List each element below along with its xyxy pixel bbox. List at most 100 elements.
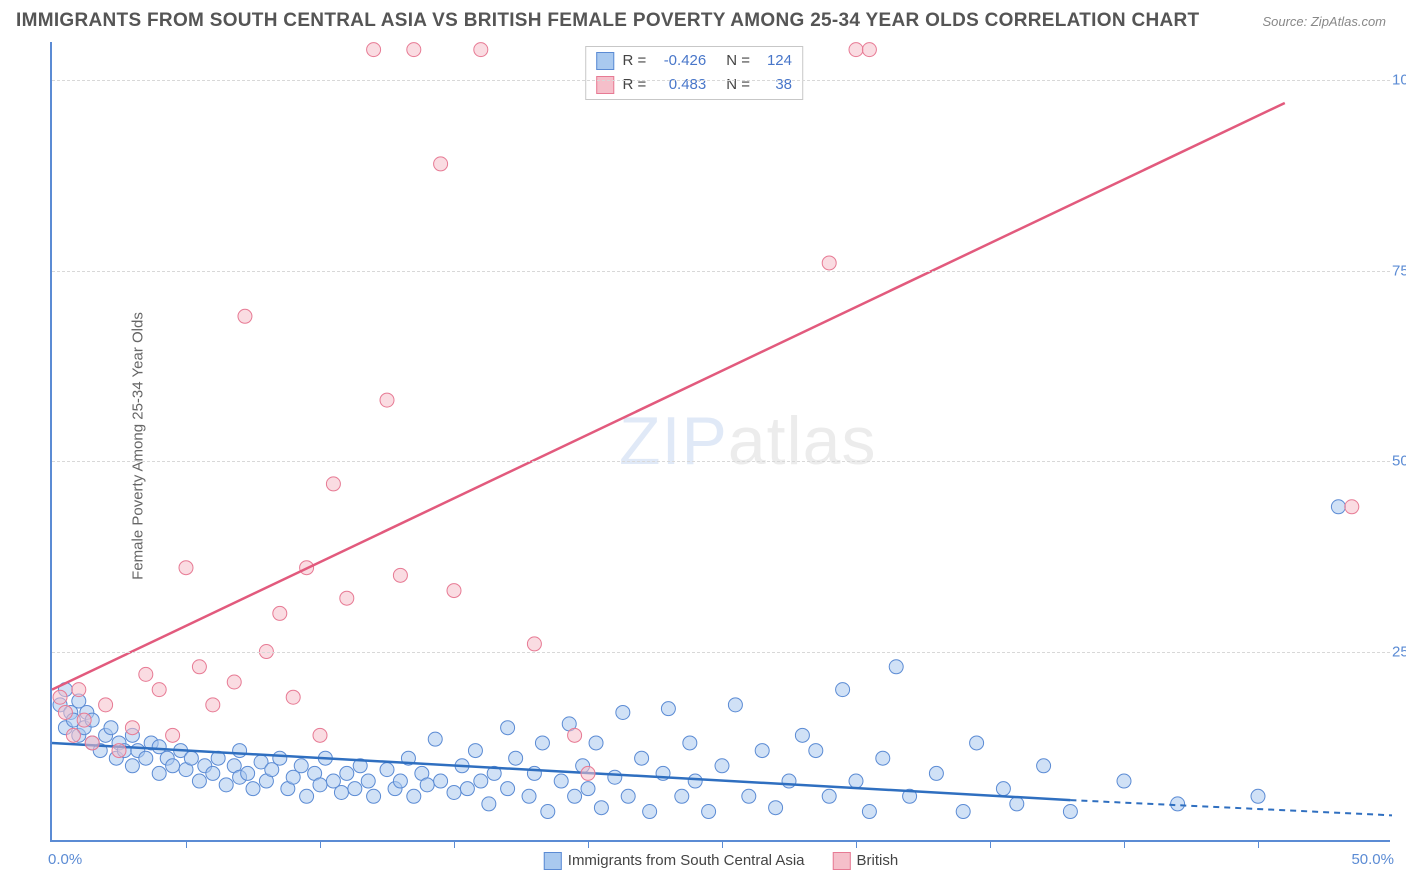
data-point [77, 713, 91, 727]
data-point [970, 736, 984, 750]
data-point [326, 477, 340, 491]
data-point [428, 732, 442, 746]
data-point [568, 728, 582, 742]
y-tick-label: 75.0% [1392, 262, 1406, 279]
data-point [380, 393, 394, 407]
data-point [643, 805, 657, 819]
data-point [822, 256, 836, 270]
data-point [273, 751, 287, 765]
source-label: Source: ZipAtlas.com [1262, 14, 1386, 29]
legend-swatch [596, 76, 614, 94]
data-point [340, 591, 354, 605]
data-point [300, 789, 314, 803]
stat-r-label: R = [622, 73, 646, 97]
data-point [460, 782, 474, 796]
x-axis-min-label: 0.0% [48, 851, 82, 868]
data-point [241, 766, 255, 780]
data-point [273, 606, 287, 620]
data-point [862, 805, 876, 819]
data-point [594, 801, 608, 815]
stat-r-label: R = [622, 49, 646, 73]
data-point [348, 782, 362, 796]
data-point [702, 805, 716, 819]
data-point [581, 782, 595, 796]
data-point [334, 785, 348, 799]
data-point [72, 683, 86, 697]
data-point [1331, 500, 1345, 514]
data-point [447, 584, 461, 598]
data-point [541, 805, 555, 819]
x-tick [588, 840, 589, 848]
data-point [889, 660, 903, 674]
data-point [99, 698, 113, 712]
data-point [956, 805, 970, 819]
data-point [661, 702, 675, 716]
x-tick [320, 840, 321, 848]
data-point [474, 774, 488, 788]
data-point [206, 766, 220, 780]
data-point [361, 774, 375, 788]
stat-r-value: -0.426 [654, 49, 706, 73]
data-point [688, 774, 702, 788]
data-point [184, 751, 198, 765]
trend-line [52, 103, 1285, 690]
data-point [769, 801, 783, 815]
x-tick [454, 840, 455, 848]
data-point [929, 766, 943, 780]
data-point [535, 736, 549, 750]
data-point [849, 43, 863, 57]
data-point [822, 789, 836, 803]
data-point [809, 744, 823, 758]
data-point [581, 766, 595, 780]
x-tick [722, 840, 723, 848]
data-point [313, 728, 327, 742]
data-point [139, 751, 153, 765]
data-point [294, 759, 308, 773]
x-tick [186, 840, 187, 848]
data-point [66, 728, 80, 742]
data-point [407, 789, 421, 803]
data-point [742, 789, 756, 803]
data-point [434, 157, 448, 171]
stats-legend-box: R =-0.426N =124R =0.483N =38 [585, 46, 803, 100]
data-point [482, 797, 496, 811]
data-point [474, 43, 488, 57]
stat-n-label: N = [726, 73, 750, 97]
legend-swatch [833, 852, 851, 870]
data-point [447, 785, 461, 799]
data-point [139, 667, 153, 681]
gridline [52, 271, 1390, 272]
legend-swatch [596, 52, 614, 70]
data-point [1037, 759, 1051, 773]
data-point [1010, 797, 1024, 811]
x-tick [1258, 840, 1259, 848]
data-point [616, 705, 630, 719]
data-point [1171, 797, 1185, 811]
stat-n-value: 124 [758, 49, 792, 73]
data-point [125, 721, 139, 735]
gridline [52, 652, 1390, 653]
data-point [1063, 805, 1077, 819]
data-point [782, 774, 796, 788]
data-point [340, 766, 354, 780]
data-point [635, 751, 649, 765]
data-point [420, 778, 434, 792]
data-point [996, 782, 1010, 796]
chart-title: IMMIGRANTS FROM SOUTH CENTRAL ASIA VS BR… [16, 10, 1199, 32]
stat-n-value: 38 [758, 73, 792, 97]
legend-swatch [544, 852, 562, 870]
data-point [755, 744, 769, 758]
stats-row: R =-0.426N =124 [596, 49, 792, 73]
data-point [393, 774, 407, 788]
data-point [393, 568, 407, 582]
data-point [1251, 789, 1265, 803]
data-point [434, 774, 448, 788]
data-point [675, 789, 689, 803]
data-point [608, 770, 622, 784]
data-point [501, 782, 515, 796]
data-point [85, 736, 99, 750]
data-point [125, 759, 139, 773]
data-point [219, 778, 233, 792]
data-point [166, 728, 180, 742]
trend-line-dashed [1070, 800, 1392, 815]
